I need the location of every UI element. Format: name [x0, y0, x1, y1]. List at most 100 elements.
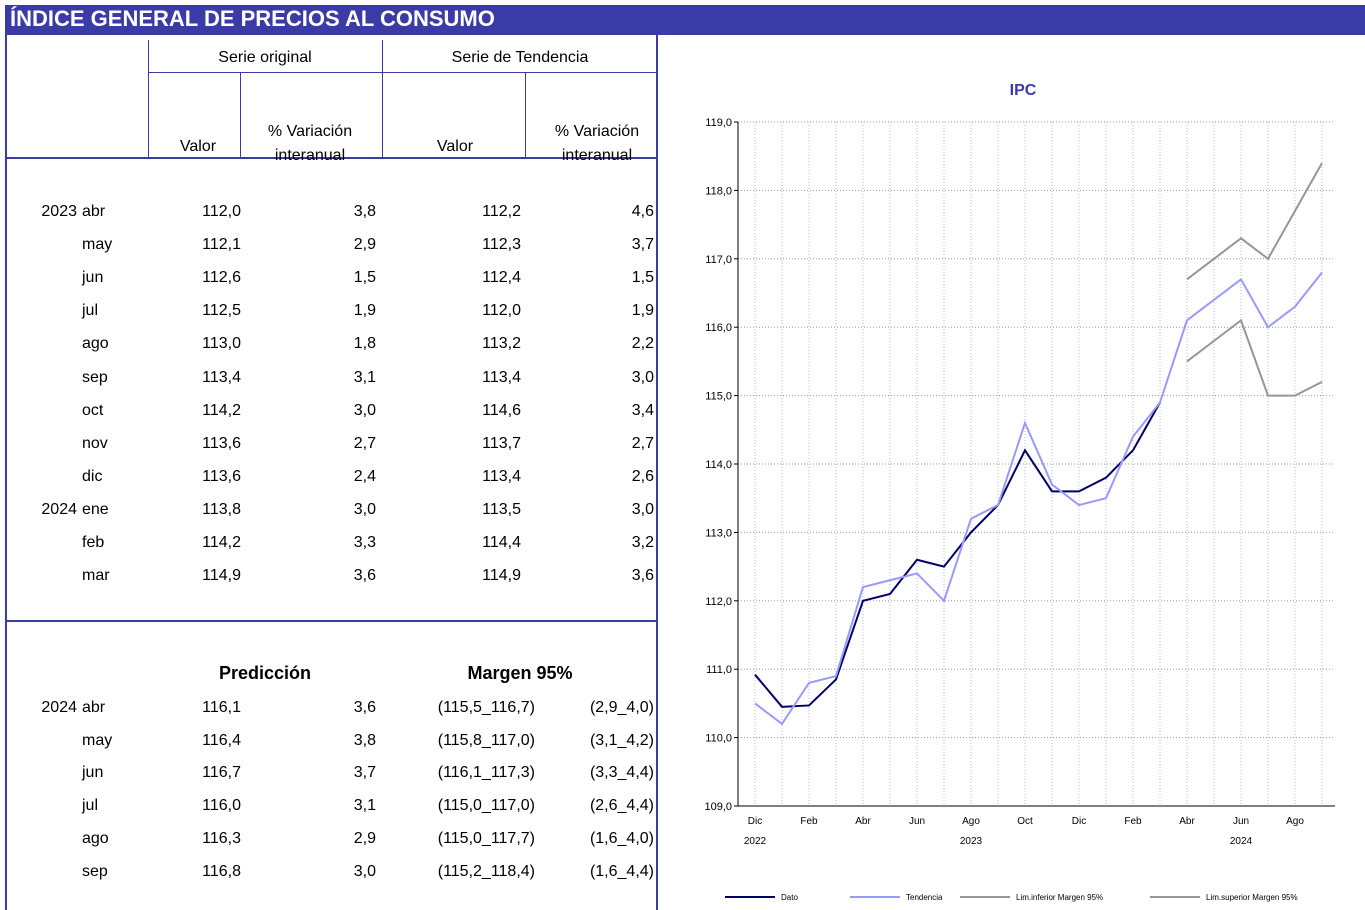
title: ÍNDICE GENERAL DE PRECIOS AL CONSUMO — [10, 6, 495, 31]
y-tick-label: 115,0 — [705, 391, 732, 403]
table-cell: 1,9 — [353, 302, 376, 320]
x-tick-label: Jun — [1233, 816, 1249, 827]
x-tick-label: Feb — [800, 816, 818, 827]
prediction-cell: (1,6_4,0) — [589, 829, 654, 847]
prediction-cell: (116,1_117,3) — [437, 764, 535, 782]
prediction-cell: (3,3_4,4) — [589, 764, 654, 782]
table-cell: 113,4 — [482, 467, 521, 485]
table-cell: may — [82, 236, 113, 254]
table-cell: 114,9 — [202, 567, 241, 585]
prediction-cell: 3,8 — [353, 731, 376, 749]
prediction-cell: (115,0_117,0) — [437, 797, 535, 815]
prediction-header: Predicción — [218, 663, 312, 683]
table-cell: 1,5 — [353, 269, 376, 287]
table-cell: 112,1 — [202, 236, 241, 254]
table-cell: 113,5 — [482, 500, 521, 518]
legend-label: Tendencia — [906, 893, 943, 902]
prediction-cell: 116,7 — [202, 764, 241, 782]
border — [5, 157, 657, 159]
prediction-cell: may — [82, 731, 113, 749]
legend-label: Dato — [781, 893, 798, 902]
column-header: Valor — [436, 138, 474, 155]
table-cell: 114,9 — [482, 567, 521, 585]
table-cell: 114,2 — [202, 401, 241, 419]
x-year-label: 2023 — [960, 836, 983, 847]
table-cell: 1,9 — [631, 302, 654, 320]
border — [148, 40, 149, 158]
x-tick-label: Jun — [909, 816, 925, 827]
prediction-cell: (115,5_116,7) — [437, 699, 535, 716]
table-cell: 2,4 — [353, 467, 376, 485]
table-cell: 2,9 — [353, 236, 376, 254]
table-cell: 2023 — [41, 203, 77, 220]
table-cell: dic — [82, 467, 103, 485]
prediction-header: Margen 95% — [467, 663, 573, 683]
prediction-cell: ago — [82, 829, 109, 847]
table-cell: 3,7 — [631, 236, 654, 254]
x-year-label: 2022 — [744, 836, 767, 847]
series-line — [1186, 318, 1323, 397]
table-cell: 114,6 — [482, 401, 521, 419]
y-tick-label: 111,0 — [706, 664, 732, 676]
column-header: Valor — [179, 138, 217, 155]
x-tick-label: Ago — [962, 816, 980, 827]
y-tick-label: 118,0 — [705, 185, 732, 197]
prediction-cell: (2,9_4,0) — [589, 699, 654, 716]
table-cell: 3,3 — [353, 534, 376, 551]
chart-title: IPC — [1010, 82, 1037, 99]
prediction-cell: 3,6 — [353, 699, 376, 716]
table-cell: 112,3 — [482, 236, 521, 254]
prediction-cell: 116,4 — [202, 731, 241, 749]
title-bar — [5, 5, 1365, 35]
table-cell: 3,0 — [353, 401, 376, 419]
border — [5, 620, 657, 622]
prediction-cell: 116,1 — [202, 699, 241, 716]
y-tick-label: 117,0 — [705, 254, 732, 266]
series-line — [754, 271, 1323, 726]
x-tick-label: Feb — [1124, 816, 1142, 827]
table-cell: 3,4 — [631, 401, 654, 419]
y-tick-label: 113,0 — [705, 527, 732, 539]
table-cell: 3,6 — [353, 567, 376, 585]
table-cell: 4,6 — [631, 203, 654, 220]
table-cell: jun — [82, 269, 104, 287]
prediction-cell: jun — [82, 764, 104, 782]
x-year-label: 2024 — [1230, 836, 1253, 847]
table-cell: 3,1 — [353, 368, 376, 386]
prediction-cell: sep — [82, 862, 108, 880]
table-cell: 2,2 — [631, 335, 654, 353]
border — [525, 72, 526, 158]
prediction-cell: 3,1 — [353, 797, 376, 815]
table-cell: 1,5 — [631, 269, 654, 287]
column-header: % Variación interanual — [554, 123, 640, 164]
prediction-cell: 116,8 — [202, 862, 241, 880]
table-cell: abr — [82, 203, 106, 220]
chart: IPC Dic 2022 Feb Abr Jun Ago 2023 Oct Dic Feb Abr Ju… — [704, 82, 1335, 902]
table-cell: mar — [82, 567, 110, 585]
series-line — [1186, 162, 1323, 281]
prediction-cell: 116,3 — [202, 829, 241, 847]
x-tick-label: Oct — [1017, 816, 1033, 827]
prediction-cell: (115,2_118,4) — [437, 862, 535, 880]
legend-label: Lim.superior Margen 95% — [1206, 893, 1298, 902]
legend-label: Lim.inferior Margen 95% — [1016, 893, 1103, 902]
table-cell: 112,4 — [482, 269, 521, 287]
table-cell: 3,6 — [631, 567, 654, 585]
table-cell: 2,7 — [631, 434, 654, 452]
border — [382, 40, 383, 158]
table-cell: 114,2 — [202, 534, 241, 551]
table-cell: 3,2 — [631, 534, 654, 551]
table-cell: 113,7 — [482, 434, 521, 452]
series-line — [754, 401, 1161, 708]
table-cell: ago — [82, 335, 109, 353]
prediction-cell: 3,0 — [353, 862, 376, 880]
x-tick-label: Abr — [855, 816, 871, 827]
table-cell: 113,4 — [482, 368, 521, 386]
table-cell: 2,6 — [631, 467, 654, 485]
table-cell: nov — [82, 434, 108, 452]
prediction-cell: (2,6_4,4) — [589, 797, 654, 815]
prediction-cell: abr — [82, 699, 106, 716]
table-cell: 112,0 — [202, 203, 241, 220]
x-tick-label: Abr — [1179, 816, 1195, 827]
